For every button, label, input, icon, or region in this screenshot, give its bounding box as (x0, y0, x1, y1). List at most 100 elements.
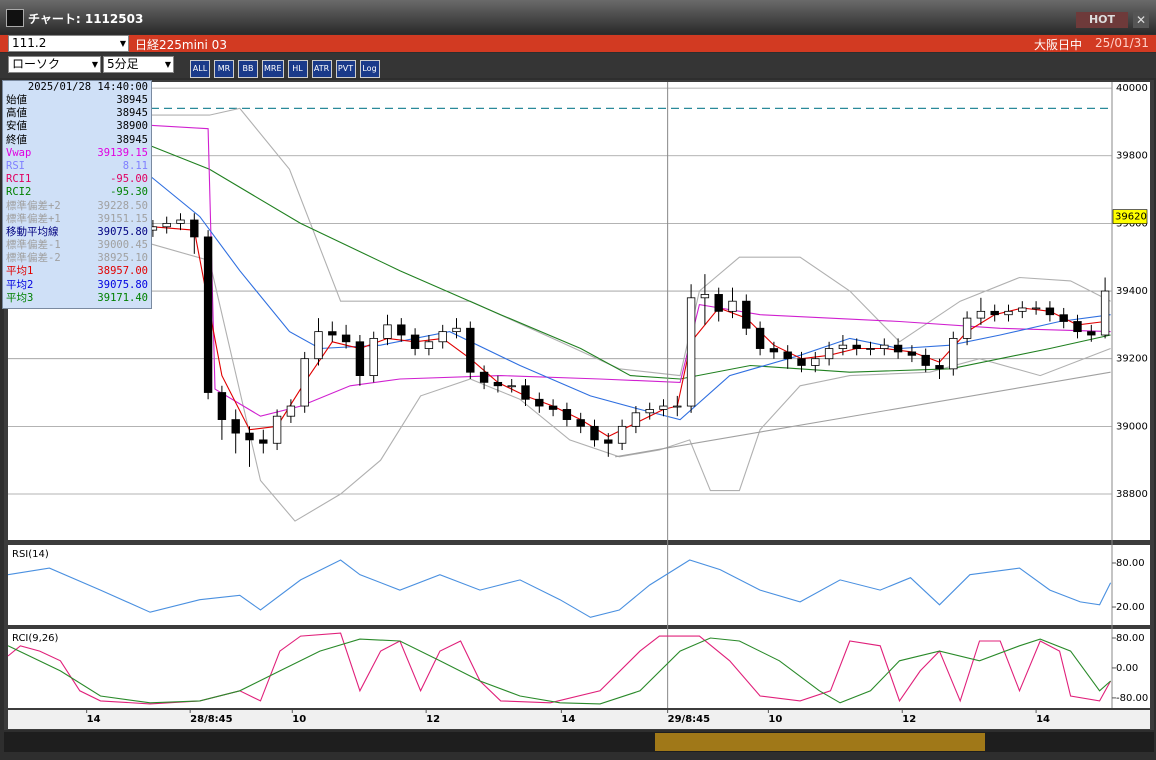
toolbar-button[interactable]: BB (238, 60, 258, 78)
candle-body (617, 425, 627, 444)
panel-title: RCI(9,26) (12, 633, 59, 644)
candle-body (548, 405, 558, 410)
info-row: 終値 38945 (3, 134, 151, 147)
candle-body (576, 419, 585, 427)
candle-body (659, 405, 668, 410)
candle-body (1073, 321, 1082, 333)
info-value: 8.11 (122, 159, 148, 172)
interval-combo[interactable]: 5分足 (103, 56, 174, 73)
info-label: 終値 (6, 133, 27, 146)
info-value: 39139.15 (97, 146, 148, 159)
candle-body (259, 439, 268, 444)
candle-body (397, 324, 406, 336)
candle-body (1059, 314, 1068, 322)
candle-body (645, 409, 654, 414)
indicator-line (7, 559, 1112, 618)
y-tick-label: 80.00 (1116, 633, 1145, 644)
date: 25/01/31 (1095, 36, 1149, 50)
y-tick-label: 40000 (1116, 83, 1148, 94)
y-tick-label: 20.00 (1116, 602, 1145, 613)
info-label: 平均3 (6, 291, 34, 304)
candle-body (797, 358, 806, 366)
info-value: 38957.00 (97, 265, 148, 278)
code-combo[interactable]: 111.2 (8, 35, 129, 52)
info-value: 38945 (116, 94, 148, 106)
indicator-line (7, 637, 1111, 705)
candle-body (686, 297, 696, 407)
info-panel: 2025/01/28 14:40:00 始値 38945 高値 38945 安値 3890… (2, 80, 152, 309)
y-tick-label: 39200 (1116, 354, 1148, 365)
info-row: 平均3 39171.40 (3, 292, 151, 305)
window-title: チャート: 1112503 (28, 12, 144, 26)
candle-body (521, 385, 530, 400)
info-value: 39151.15 (97, 212, 148, 225)
indicator-line (150, 124, 1111, 417)
hot-button[interactable]: HOT (1076, 12, 1128, 28)
info-value: 39171.40 (97, 291, 148, 304)
info-row: 標準偏差+1 39151.15 (3, 213, 151, 226)
toolbar-button[interactable]: HL (287, 60, 308, 78)
candle-body (755, 327, 765, 349)
candle-body (866, 348, 875, 350)
candle-body (369, 337, 378, 377)
info-row: 標準偏差+2 39228.50 (3, 200, 151, 213)
y-tick-label: 38800 (1116, 489, 1148, 500)
symbol-bar: 111.2 日経225mini 03 大阪日中 25/01/31 (0, 35, 1156, 52)
toolbar-button[interactable]: ALL (190, 60, 210, 78)
candle-body (852, 344, 861, 349)
toolbar-button[interactable]: MRE (262, 60, 284, 78)
candle-body (783, 351, 792, 360)
candle-body (424, 341, 434, 349)
info-label: 安値 (6, 120, 27, 133)
rci-panel (8, 629, 1150, 708)
candle-body (907, 351, 917, 356)
candle-body (190, 219, 199, 238)
toolbar-button[interactable]: Log (359, 60, 380, 78)
info-row: Vwap 39139.15 (3, 147, 151, 160)
candle-body (728, 300, 737, 312)
toolbar-button[interactable]: PVT (335, 60, 356, 78)
y-tick-label: 80.00 (1116, 558, 1145, 569)
x-tick-label: 29/8:45 (668, 714, 710, 725)
toolbar-button[interactable]: ATR (311, 60, 332, 78)
candle-body (286, 405, 296, 417)
candle-body (1100, 290, 1110, 336)
info-label: 始値 (6, 94, 27, 106)
x-tick-label: 12 (902, 714, 916, 725)
candle-body (328, 331, 337, 336)
candle-body (176, 219, 185, 224)
indicator-line (149, 243, 1111, 522)
candle-body (1031, 307, 1041, 310)
candle-body (962, 317, 972, 339)
candle-body (949, 337, 958, 370)
chart-type-combo[interactable]: ローソク (8, 56, 101, 73)
toolbar-buttons: ALL MR BB MRE HL ATR PVT Log (188, 56, 382, 78)
symbol-name: 日経225mini 03 (135, 38, 227, 52)
close-button[interactable]: ✕ (1133, 12, 1149, 28)
candle-body (921, 354, 930, 366)
info-label: 高値 (6, 107, 27, 120)
candle-body (217, 392, 227, 420)
candle-body (355, 341, 365, 377)
candle-body (438, 331, 447, 343)
candle-body (742, 300, 751, 329)
candle-body (314, 331, 323, 360)
candle-body (1004, 310, 1013, 316)
candle-body (479, 371, 489, 383)
candle-body (341, 334, 351, 343)
x-tick-label: 10 (292, 714, 306, 725)
info-label: Vwap (6, 146, 32, 159)
session: 大阪日中 (1034, 38, 1083, 52)
candle-body (410, 334, 420, 349)
scroll-thumb[interactable] (655, 733, 985, 751)
candle-body (507, 385, 516, 388)
toolbar-button[interactable]: MR (214, 60, 234, 78)
candle-body (562, 409, 572, 420)
info-value: -95.00 (110, 173, 148, 186)
info-label: 移動平均線 (6, 225, 59, 238)
candle-body (631, 412, 641, 427)
info-row: RCI2 -95.30 (3, 186, 151, 199)
y-tick-label: 39400 (1116, 286, 1148, 297)
candle-body (769, 348, 779, 353)
